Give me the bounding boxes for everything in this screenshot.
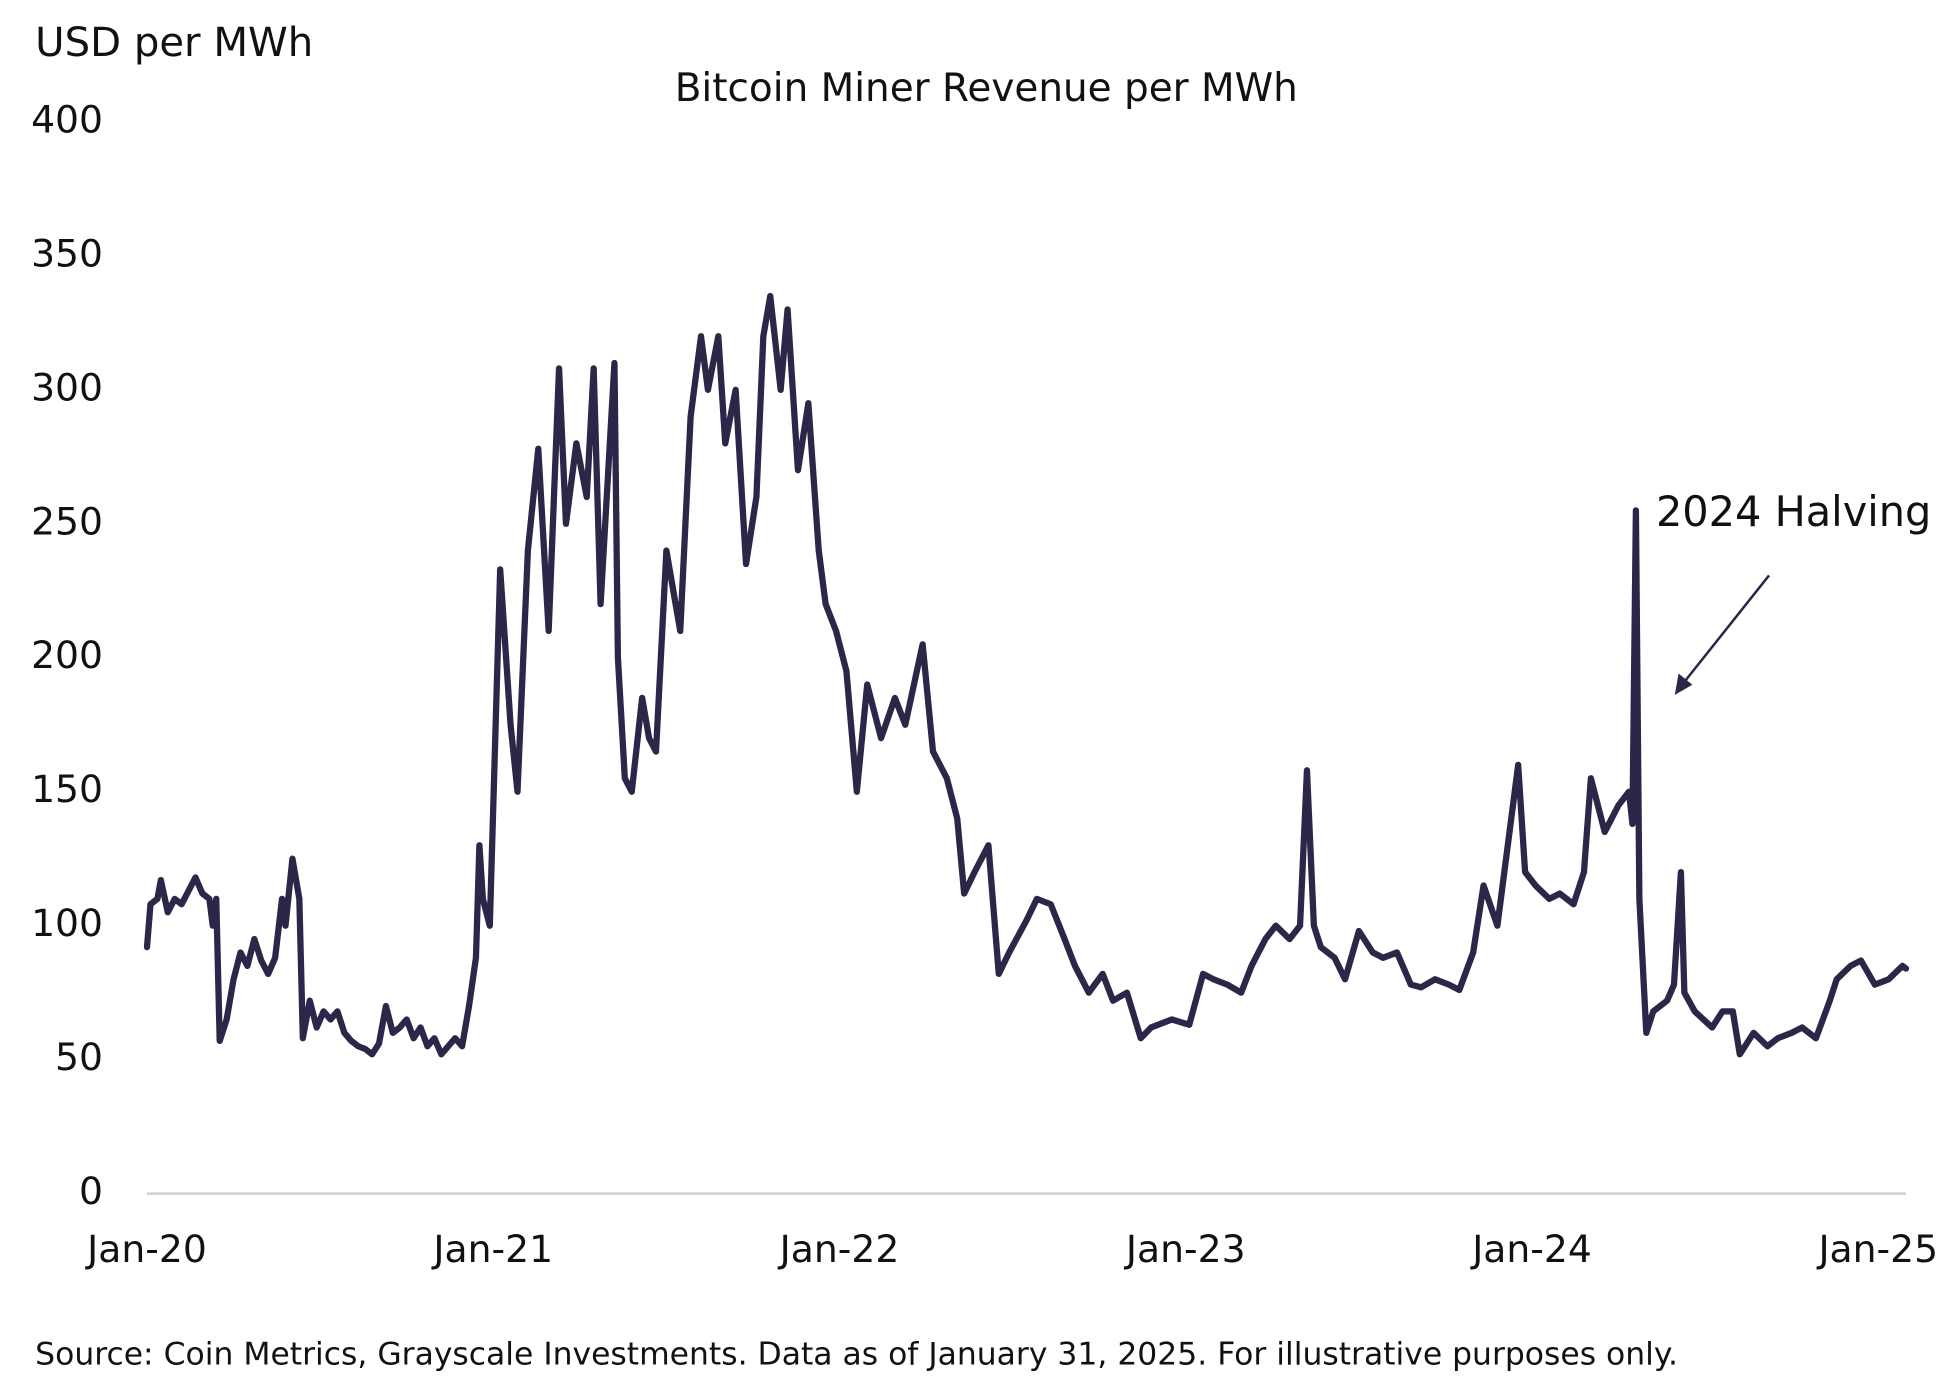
- y-tick-label: 100: [31, 901, 103, 945]
- x-tick-label: Jan-20: [85, 1227, 207, 1271]
- x-tick-label: Jan-22: [778, 1227, 900, 1271]
- annotation: 2024 Halving: [1656, 488, 1931, 536]
- x-tick-label: Jan-23: [1124, 1227, 1246, 1271]
- x-tick-label: Jan-21: [431, 1227, 553, 1271]
- y-tick-label: 400: [31, 97, 103, 141]
- y-tick-label: 350: [31, 231, 103, 275]
- y-tick-label: 200: [31, 633, 103, 677]
- annotation-arrowhead: [1674, 673, 1693, 695]
- x-tick-label: Jan-25: [1816, 1227, 1938, 1271]
- y-tick-label: 0: [79, 1169, 103, 1213]
- y-axis-label: USD per MWh: [35, 20, 313, 66]
- series-line: [143, 292, 1910, 1058]
- y-tick-label: 50: [55, 1035, 103, 1079]
- chart-title: Bitcoin Miner Revenue per MWh: [675, 66, 1298, 111]
- y-tick-label: 250: [31, 499, 103, 543]
- annotation-arrow: [1680, 574, 1771, 687]
- y-tick-label: 150: [31, 767, 103, 811]
- source-note: Source: Coin Metrics, Grayscale Investme…: [35, 1337, 1678, 1373]
- x-tick-label: Jan-24: [1470, 1227, 1592, 1271]
- y-tick-label: 300: [31, 365, 103, 409]
